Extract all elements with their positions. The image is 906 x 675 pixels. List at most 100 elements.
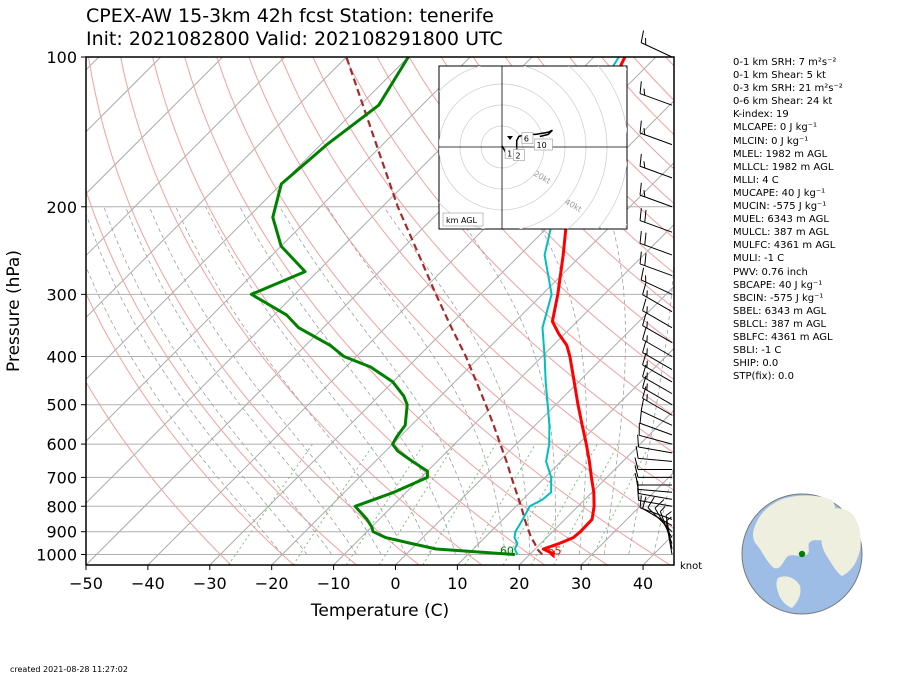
wind-barb (639, 495, 673, 520)
wind-unit-label: knot (680, 561, 702, 572)
y-tick-label: 400 (46, 348, 77, 367)
wind-barb-flag (642, 298, 647, 311)
wind-barb-flag (665, 511, 672, 516)
index-line: MLCAPE: 0 J kg⁻¹ (733, 122, 818, 134)
isotherm-line (86, 57, 223, 195)
chart-title-line1: CPEX-AW 15-3km 42h fcst Station: tenerif… (86, 5, 494, 27)
y-tick-label: 500 (46, 396, 77, 415)
wind-barb-flag (642, 386, 647, 399)
station-marker (798, 550, 806, 558)
moist-adiabat-line (103, 206, 333, 555)
globe-europe-africa (821, 508, 861, 576)
wind-barb (640, 398, 673, 426)
isotherm-line (86, 57, 347, 319)
plot-frame (85, 56, 675, 566)
isotherm-line (457, 347, 674, 565)
wind-barb-flag (634, 465, 639, 478)
wind-barb (638, 422, 673, 445)
indices-panel: 0-1 km SRH: 7 m²s⁻² 0-1 km Shear: 5 kt 0-3… (733, 57, 903, 384)
moist-adiabat-line (279, 206, 481, 555)
wind-barb-staff (639, 507, 673, 520)
wind-barb (639, 120, 673, 146)
dewpoint-profile-line (249, 57, 516, 556)
wind-barb-flag (639, 120, 642, 134)
wind-barb (642, 313, 673, 343)
y-tick-label: 900 (46, 523, 77, 542)
index-line: SHIP: 0.0 (733, 358, 779, 370)
isotherm-line (86, 57, 409, 381)
wind-barb-flag (643, 190, 646, 197)
y-axis-label: Pressure (hPa) (4, 250, 24, 372)
chart-title-line2: Init: 2021082800 Valid: 202108291800 UTC (86, 28, 503, 50)
dry-adiabat-line (86, 189, 357, 565)
index-line: MLCIN: 0 J kg⁻¹ (733, 135, 809, 147)
x-tick-label: −20 (255, 574, 289, 593)
wind-barb (639, 251, 673, 277)
index-line: MUCIN: -575 J kg⁻¹ (733, 201, 827, 213)
hodograph-storm-marker (507, 136, 513, 140)
moist-adiabat-line (326, 206, 506, 555)
wind-barb (634, 457, 672, 471)
wind-barb-staff (642, 364, 673, 383)
wind-barb (639, 153, 673, 179)
hodograph-legend-box (442, 212, 484, 227)
dry-adiabat-line (344, 57, 674, 417)
index-line: 0-1 km Shear: 5 kt (733, 70, 826, 82)
wind-barb-flag (644, 253, 647, 266)
wind-barb-staff (639, 93, 673, 106)
wind-barb (642, 327, 673, 357)
hodograph-height-label: 1 (507, 149, 512, 158)
isotherm-line (518, 409, 674, 565)
wind-barb-staff (642, 387, 673, 406)
wind-barb-flag (660, 506, 666, 512)
wind-barb-staff (638, 446, 673, 454)
dry-adiabat-line (408, 57, 674, 345)
wind-barb-flag (639, 182, 642, 196)
index-line: SBLFC: 4361 m AGL (733, 331, 833, 343)
wind-barb-staff (639, 165, 673, 179)
wind-barb-flag (642, 282, 647, 295)
hodograph-height-label: 10 (537, 141, 547, 150)
index-line: MULI: -1 C (733, 253, 785, 265)
mixing-ratio-line (378, 443, 456, 565)
wind-barb (642, 386, 673, 416)
moist-adiabat-line (653, 464, 674, 555)
x-tick-label: −30 (193, 574, 227, 593)
wind-barb-flag (639, 230, 642, 244)
wind-barb-flag (640, 30, 645, 43)
dry-adiabat-line (88, 57, 420, 565)
wind-barb-flag (644, 209, 647, 223)
dry-adiabat-line (86, 381, 232, 565)
wind-barb (642, 298, 673, 329)
wind-barb-staff (639, 242, 673, 256)
wind-barb-staff (638, 492, 673, 500)
wind-barb-staff (642, 397, 673, 416)
y-tick-label: 200 (46, 198, 77, 217)
wind-barb-flag (634, 472, 639, 486)
wind-barb-staff (638, 488, 673, 493)
isotherm-line (86, 57, 162, 133)
y-tick-label: 800 (46, 497, 77, 516)
wind-barb-flag (635, 446, 639, 459)
isotherm-line (271, 161, 674, 565)
parcel-path-line (345, 57, 544, 556)
mixing-ratio-line (227, 443, 314, 565)
y-tick-label: 100 (46, 48, 77, 67)
wind-barb (642, 496, 673, 527)
isotherm-line (395, 285, 674, 565)
y-tick-label: 300 (46, 285, 77, 304)
x-tick-label: −10 (317, 574, 351, 593)
isotherm-line (580, 471, 674, 565)
wind-barb-staff (638, 499, 673, 507)
wind-barb-staff (642, 294, 673, 313)
wind-barb-flag (640, 267, 645, 281)
wind-barb-flag (642, 496, 647, 509)
globe-north-america (753, 495, 836, 569)
index-line: MLEL: 1982 m AGL (733, 148, 828, 160)
index-line: 0-3 km SRH: 21 m²s⁻² (733, 83, 843, 95)
y-tick-label: 700 (46, 468, 77, 487)
wind-barb-staff (640, 410, 673, 426)
wind-barb (637, 434, 673, 454)
